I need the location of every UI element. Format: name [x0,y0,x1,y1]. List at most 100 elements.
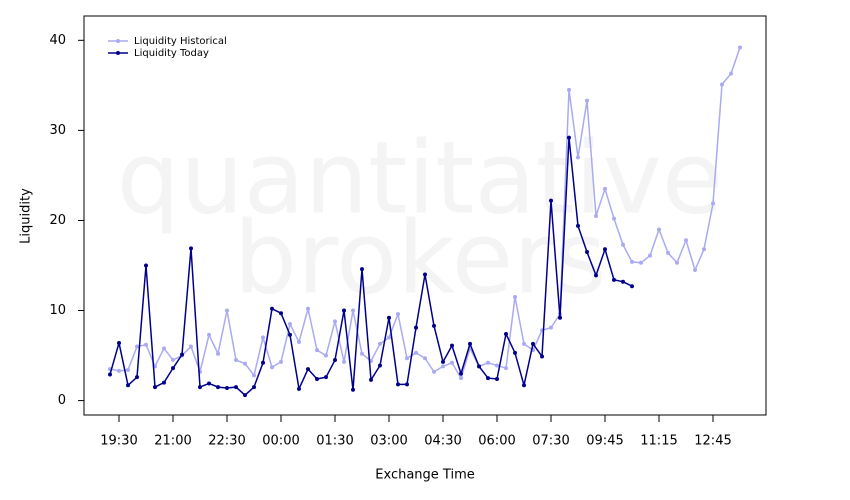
point [423,272,427,277]
point [315,376,319,381]
point [234,385,238,390]
point [225,385,229,390]
point [252,373,256,378]
point [486,360,490,365]
point [549,325,553,330]
point [405,356,409,361]
point [126,367,130,372]
point [675,260,679,265]
x-tick-label: 09:45 [586,434,623,449]
point [450,343,454,348]
point [621,279,625,284]
x-tick-label: 00:00 [262,434,299,449]
point [378,341,382,346]
point [414,325,418,330]
y-tick-label: 0 [58,393,66,408]
point [630,284,634,289]
point [162,380,166,385]
point [504,366,508,371]
point [180,352,184,357]
point [639,260,643,265]
point [207,381,211,386]
point [567,135,571,140]
point [252,385,256,390]
point [297,340,301,345]
point [657,227,661,232]
y-tick-label: 40 [49,33,66,48]
point [711,201,715,206]
point [333,319,337,324]
point [513,295,517,300]
x-tick-label: 07:30 [532,434,569,449]
point [198,385,202,390]
x-tick-label: 11:15 [640,434,677,449]
point [243,393,247,398]
point [396,382,400,387]
legend-swatch [116,39,120,43]
point [540,354,544,359]
x-axis-label: Exchange Time [375,468,474,483]
point [351,387,355,392]
point [441,359,445,364]
point [135,344,139,349]
point [189,344,193,349]
point [585,249,589,254]
x-tick-label: 04:30 [424,434,461,449]
point [576,155,580,160]
point [387,315,391,320]
point [495,376,499,381]
point [279,311,283,316]
point [558,315,562,320]
point [306,306,310,311]
point [270,365,274,370]
point [423,356,427,361]
point [270,306,274,311]
point [144,342,148,347]
legend-label: Liquidity Today [134,48,209,59]
point [171,366,175,371]
point [153,385,157,390]
x-tick-label: 22:30 [208,434,245,449]
point [441,364,445,369]
point [387,335,391,340]
point [315,348,319,353]
point [297,386,301,391]
point [702,247,706,252]
x-tick-label: 12:45 [694,434,731,449]
point [207,332,211,337]
point [522,383,526,388]
point [144,263,148,268]
point [459,371,463,376]
point [648,253,652,258]
x-tick-label: 06:00 [478,434,515,449]
point [117,368,121,373]
point [603,186,607,191]
point [621,242,625,247]
point [612,277,616,282]
x-tick-label: 21:00 [154,434,191,449]
point [288,332,292,337]
point [243,361,247,366]
point [414,350,418,355]
point [549,198,553,203]
point [108,372,112,377]
point [117,340,121,345]
point [603,247,607,252]
plot-frame [83,15,767,416]
point [504,331,508,336]
watermark: quantitative [117,119,724,236]
watermark: brokers [234,199,607,316]
point [684,238,688,243]
y-tick-label: 30 [49,123,66,138]
point [513,350,517,355]
point [594,213,598,218]
point [594,273,598,278]
point [486,376,490,381]
point [630,259,634,264]
legend-swatch [116,51,120,55]
point [333,358,337,363]
point [585,98,589,103]
point [738,45,742,50]
point [693,267,697,272]
